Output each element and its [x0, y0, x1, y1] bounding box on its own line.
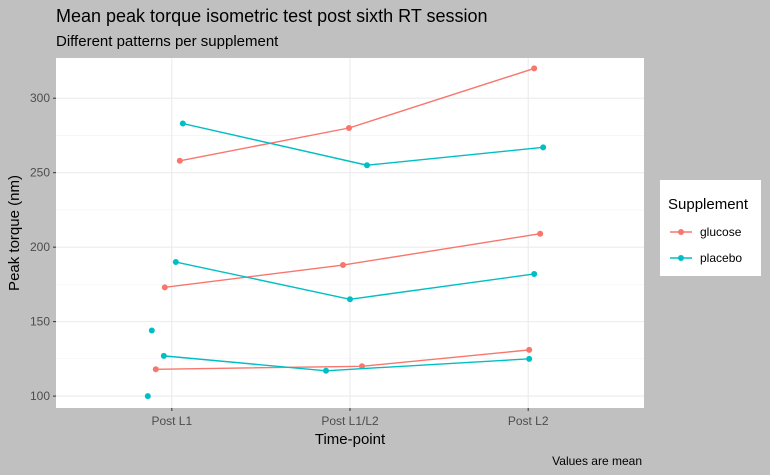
data-point-glucose	[346, 125, 352, 131]
data-point-placebo	[172, 259, 179, 266]
data-point-placebo	[179, 120, 186, 127]
series-layer	[144, 65, 547, 400]
data-point-glucose	[176, 157, 183, 164]
data-point-placebo	[347, 296, 353, 303]
data-point-glucose	[152, 366, 159, 373]
y-tick-label: 250	[30, 166, 50, 180]
y-tick-label: 300	[30, 91, 50, 105]
data-point-placebo	[148, 327, 155, 334]
data-point-glucose	[161, 284, 168, 291]
data-point-placebo	[540, 144, 547, 151]
data-point-glucose	[531, 65, 538, 72]
x-tick-label: Post L2	[508, 414, 549, 428]
data-point-placebo	[144, 393, 151, 400]
data-point-placebo	[531, 270, 538, 277]
legend-box	[660, 180, 761, 276]
legend-label-placebo: placebo	[700, 251, 742, 265]
data-point-placebo	[160, 352, 167, 359]
legend: Supplement glucose placebo	[660, 180, 761, 276]
y-tick-label: 150	[30, 315, 50, 329]
grid	[56, 58, 644, 408]
chart-title: Mean peak torque isometric test post six…	[56, 6, 488, 26]
data-point-placebo	[364, 162, 370, 169]
data-point-placebo	[323, 367, 329, 374]
data-point-glucose	[537, 230, 544, 237]
data-point-glucose	[359, 363, 365, 370]
chart-subtitle: Different patterns per supplement	[56, 33, 279, 50]
x-tick-label: Post L1	[151, 414, 192, 428]
x-axis-title: Time-point	[315, 431, 386, 448]
data-point-glucose	[340, 262, 346, 269]
y-tick-label: 200	[30, 240, 50, 254]
y-axis-title: Peak torque (nm)	[6, 175, 23, 291]
data-point-placebo	[526, 355, 533, 362]
legend-key-point-placebo	[678, 255, 684, 261]
legend-keys	[670, 229, 692, 261]
y-axis-ticks: 100 150 200 250 300	[30, 91, 56, 403]
x-axis-ticks: Post L1 Post L1/L2 Post L2	[151, 408, 549, 428]
legend-title: Supplement	[668, 196, 749, 213]
legend-key-point-glucose	[678, 229, 684, 235]
y-tick-label: 100	[30, 389, 50, 403]
x-tick-label: Post L1/L2	[321, 414, 379, 428]
data-point-glucose	[526, 346, 533, 353]
legend-label-glucose: glucose	[700, 225, 742, 239]
chart-caption: Values are mean	[552, 454, 642, 468]
